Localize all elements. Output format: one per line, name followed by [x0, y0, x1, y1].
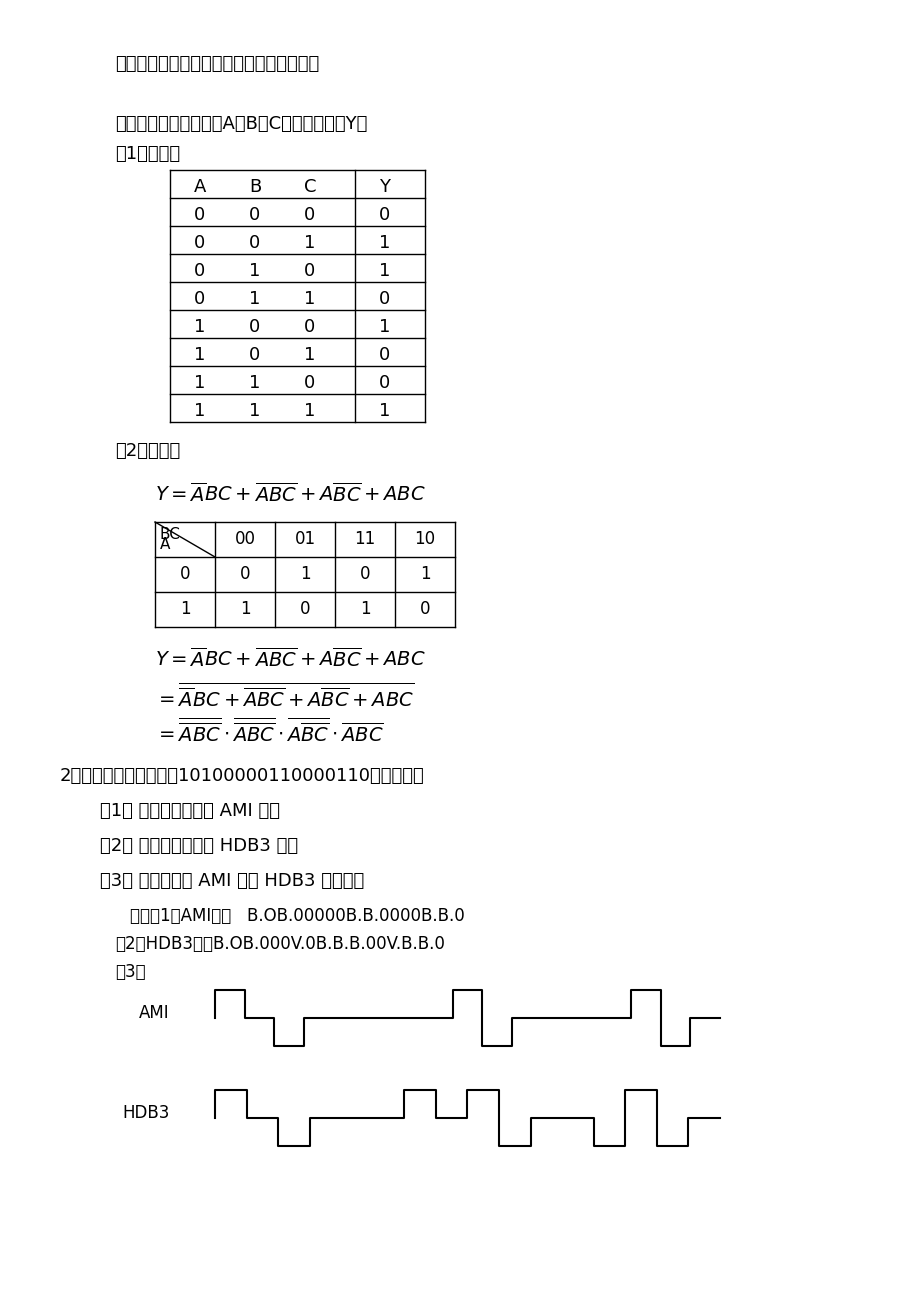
Text: （1）真值表: （1）真值表: [115, 145, 180, 163]
Text: （3）: （3）: [115, 963, 145, 980]
Text: 0: 0: [194, 206, 206, 224]
Text: 1: 1: [359, 600, 370, 618]
Text: （2）HDB3码：B.OB.000V.0B.B.B.00V.B.B.0: （2）HDB3码：B.OB.000V.0B.B.B.00V.B.B.0: [115, 935, 445, 953]
Text: （3） 画出相应的 AMI 码和 HDB3 码波形。: （3） 画出相应的 AMI 码和 HDB3 码波形。: [100, 872, 364, 891]
Text: 1: 1: [379, 234, 391, 253]
Text: 0: 0: [379, 206, 391, 224]
Text: 11: 11: [354, 530, 375, 548]
Text: 1: 1: [419, 565, 430, 583]
Text: 0: 0: [304, 318, 315, 336]
Text: 0: 0: [194, 234, 206, 253]
Text: 0: 0: [249, 206, 260, 224]
Text: 1: 1: [379, 402, 391, 421]
Text: 1: 1: [300, 565, 310, 583]
Text: （1） 对应于该信号的 AMI 码。: （1） 对应于该信号的 AMI 码。: [100, 802, 279, 820]
Text: AMI: AMI: [139, 1004, 170, 1022]
Text: 0: 0: [419, 600, 430, 618]
Text: 01: 01: [294, 530, 315, 548]
Text: 1: 1: [249, 262, 260, 280]
Text: A: A: [160, 536, 170, 552]
Text: 1: 1: [304, 290, 315, 309]
Text: （2）逻辑式: （2）逻辑式: [115, 441, 180, 460]
Text: $= \overline{\overline{A}BC + \overline{AB}\overline{C} + A\overline{B}\overline: $= \overline{\overline{A}BC + \overline{…: [154, 682, 414, 711]
Text: Y: Y: [380, 178, 390, 197]
Text: 1: 1: [379, 318, 391, 336]
Text: 1: 1: [304, 346, 315, 365]
Text: 1: 1: [194, 346, 206, 365]
Text: 0: 0: [304, 206, 315, 224]
Text: 00: 00: [234, 530, 255, 548]
Text: 0: 0: [249, 234, 260, 253]
Text: 0: 0: [249, 318, 260, 336]
Text: 0: 0: [304, 262, 315, 280]
Text: 0: 0: [379, 290, 391, 309]
Text: B: B: [249, 178, 261, 197]
Text: C: C: [303, 178, 316, 197]
Text: 2、若一数字序列信号为10100000110000110，请求出：: 2、若一数字序列信号为10100000110000110，请求出：: [60, 767, 425, 785]
Text: 解：设输入变量分别为A、B、C，校验结果为Y；: 解：设输入变量分别为A、B、C，校验结果为Y；: [115, 115, 367, 133]
Text: 0: 0: [304, 374, 315, 392]
Text: 1: 1: [379, 262, 391, 280]
Text: A: A: [194, 178, 206, 197]
Text: 0: 0: [359, 565, 369, 583]
Text: 0: 0: [379, 346, 391, 365]
Text: 1: 1: [179, 600, 190, 618]
Text: 10: 10: [414, 530, 435, 548]
Text: 解：（1）AMI码：   B.OB.00000B.B.0000B.B.0: 解：（1）AMI码： B.OB.00000B.B.0000B.B.0: [130, 907, 464, 924]
Text: BC: BC: [160, 527, 181, 542]
Text: 0: 0: [194, 262, 206, 280]
Text: 0: 0: [194, 290, 206, 309]
Text: 0: 0: [300, 600, 310, 618]
Text: 1: 1: [240, 600, 250, 618]
Text: 出真值表，写出简化后的与非逻辑表达式。: 出真值表，写出简化后的与非逻辑表达式。: [115, 55, 319, 73]
Text: $Y = \overline{A}BC + \overline{AB}\overline{C} + A\overline{B}\overline{C} + AB: $Y = \overline{A}BC + \overline{AB}\over…: [154, 482, 425, 505]
Text: 1: 1: [249, 374, 260, 392]
Text: 1: 1: [194, 402, 206, 421]
Text: （2） 对应于该信号的 HDB3 码。: （2） 对应于该信号的 HDB3 码。: [100, 837, 298, 855]
Text: 1: 1: [304, 234, 315, 253]
Text: $Y = \overline{A}BC + \overline{AB}\overline{C} + A\overline{B}\overline{C} + AB: $Y = \overline{A}BC + \overline{AB}\over…: [154, 647, 425, 671]
Text: 1: 1: [249, 290, 260, 309]
Text: 1: 1: [304, 402, 315, 421]
Text: 1: 1: [249, 402, 260, 421]
Text: 0: 0: [379, 374, 391, 392]
Text: HDB3: HDB3: [122, 1104, 170, 1122]
Text: 1: 1: [194, 318, 206, 336]
Text: $= \overline{\overline{ABC}} \cdot \overline{\overline{AB}\overline{C}} \cdot \o: $= \overline{\overline{ABC}} \cdot \over…: [154, 717, 383, 746]
Text: 0: 0: [249, 346, 260, 365]
Text: 1: 1: [194, 374, 206, 392]
Text: 0: 0: [240, 565, 250, 583]
Text: 0: 0: [179, 565, 190, 583]
